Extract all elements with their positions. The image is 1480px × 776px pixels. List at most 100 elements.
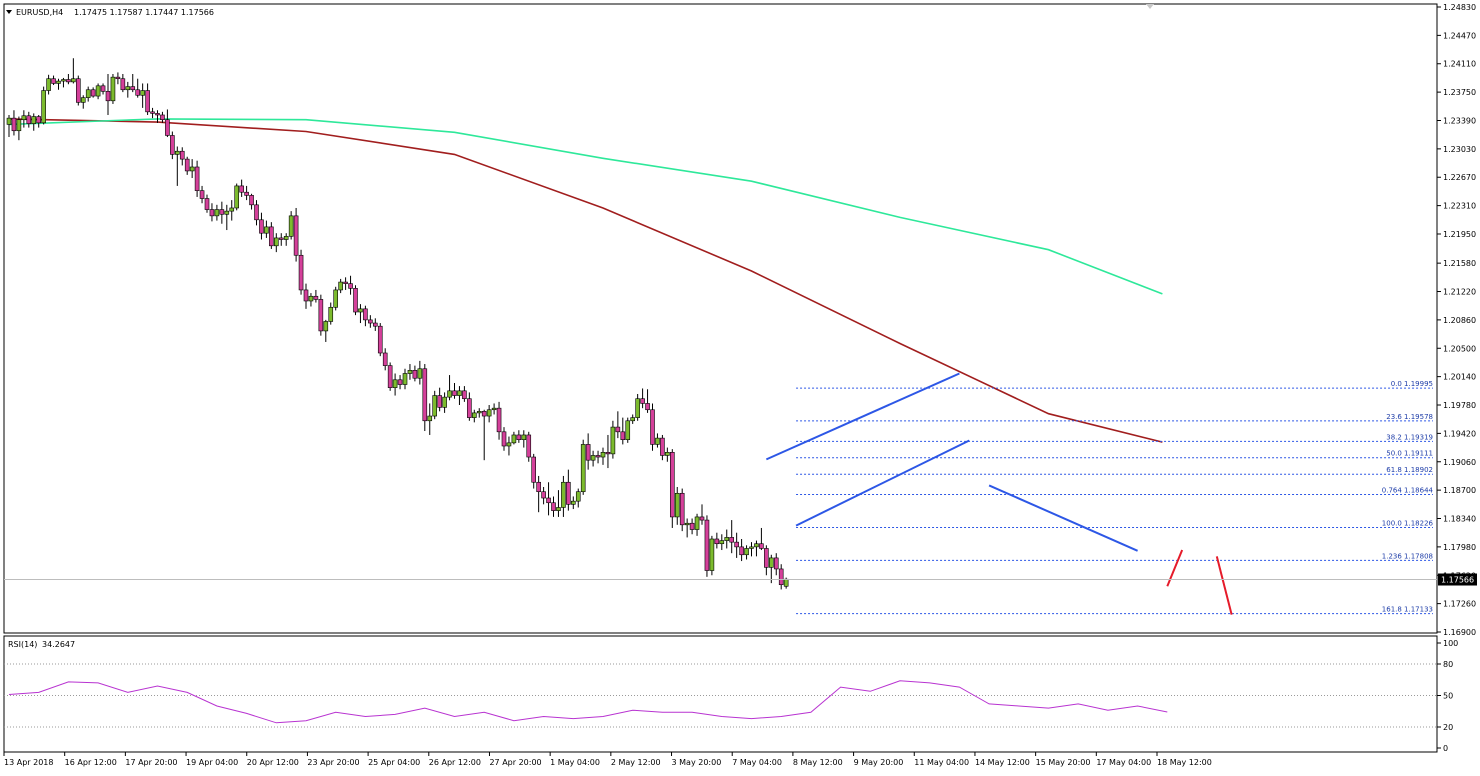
candle-bull bbox=[283, 236, 289, 240]
candle-bear bbox=[170, 135, 175, 155]
candle-bear bbox=[115, 76, 121, 80]
candle-bull bbox=[694, 516, 700, 530]
candle-bull bbox=[31, 116, 37, 124]
candle-bear bbox=[516, 434, 522, 440]
candle-bull bbox=[570, 500, 576, 505]
candle-bull bbox=[56, 80, 61, 84]
candle-bear bbox=[244, 191, 249, 196]
candle-bear bbox=[496, 407, 502, 433]
candle-bull bbox=[41, 90, 46, 124]
candle-bear bbox=[759, 543, 764, 549]
candle-layer bbox=[6, 58, 789, 590]
candle-bull bbox=[744, 548, 749, 556]
candle-bear bbox=[595, 455, 601, 458]
candle-bull bbox=[635, 398, 640, 418]
price-tick-label: 1.21950 bbox=[1443, 230, 1476, 239]
frame-layer bbox=[3, 3, 1438, 753]
candle-bull bbox=[486, 409, 492, 417]
current-price-box bbox=[1438, 573, 1477, 586]
candle-bear bbox=[585, 444, 591, 461]
dropdown-triangle-icon[interactable] bbox=[6, 10, 12, 14]
candle-bull bbox=[447, 390, 452, 398]
candle-bull bbox=[754, 543, 759, 548]
candle-bear bbox=[660, 437, 665, 456]
candle-bear bbox=[531, 456, 537, 483]
trendline[interactable] bbox=[988, 484, 1139, 552]
time-tick-label: 13 Apr 2018 bbox=[4, 758, 53, 767]
candle-bear bbox=[551, 502, 556, 511]
candle-bear bbox=[155, 113, 160, 116]
fib-level-label: 61.8 1.18902 bbox=[1386, 466, 1433, 474]
candle-bull bbox=[224, 210, 230, 215]
price-tick-label: 1.24830 bbox=[1443, 3, 1476, 12]
scroll-marker-icon[interactable] bbox=[1146, 4, 1154, 9]
candle-bear bbox=[76, 78, 81, 103]
price-tick-label: 1.22310 bbox=[1443, 202, 1476, 211]
rsi-line bbox=[8, 680, 1168, 724]
candle-bear bbox=[160, 114, 165, 121]
candle-bull bbox=[674, 492, 680, 518]
fib-level-label: 161.8 1.17133 bbox=[1382, 606, 1433, 614]
forecast-arrow-segment bbox=[1166, 549, 1184, 587]
candle-bull bbox=[719, 540, 725, 545]
candle-bear bbox=[546, 497, 551, 504]
main-chart-frame bbox=[3, 3, 1438, 634]
candle-bull bbox=[783, 578, 789, 587]
candle-bull bbox=[709, 538, 715, 571]
time-tick-label: 14 May 12:00 bbox=[975, 758, 1030, 767]
price-tick-label: 1.20140 bbox=[1443, 373, 1476, 382]
candle-bull bbox=[407, 370, 413, 374]
candle-bull bbox=[506, 442, 512, 447]
candle-bear bbox=[615, 426, 621, 433]
candle-bear bbox=[11, 117, 17, 132]
candle-bear bbox=[278, 237, 284, 240]
candle-bull bbox=[665, 452, 670, 456]
candle-bull bbox=[724, 537, 730, 541]
candle-bear bbox=[204, 198, 210, 210]
candle-bull bbox=[333, 289, 339, 308]
candle-bull bbox=[600, 452, 606, 458]
candle-bear bbox=[566, 481, 571, 505]
price-tick-label: 1.19780 bbox=[1443, 401, 1476, 410]
candle-bear bbox=[422, 368, 428, 422]
candle-bear bbox=[259, 219, 264, 234]
candle-bear bbox=[669, 452, 675, 518]
time-tick-label: 15 May 20:00 bbox=[1036, 758, 1091, 767]
candle-bull bbox=[655, 437, 660, 445]
price-tick-label: 1.17980 bbox=[1443, 543, 1476, 552]
ma-layer bbox=[8, 118, 1163, 443]
time-tick-label: 2 May 12:00 bbox=[611, 758, 661, 767]
fib-layer: 0.0 1.19995 23.6 1.19578 38.2 1.19319 50.0 … bbox=[796, 380, 1434, 615]
candle-bull bbox=[110, 76, 116, 102]
time-tick-label: 7 May 04:00 bbox=[732, 758, 782, 767]
price-tick-label: 1.17260 bbox=[1443, 600, 1476, 609]
candle-bear bbox=[313, 295, 319, 300]
fib-level-label: 23.6 1.19578 bbox=[1386, 413, 1433, 421]
candle-bear bbox=[729, 537, 735, 543]
time-tick-label: 20 Apr 12:00 bbox=[247, 758, 299, 767]
time-tick-label: 27 Apr 20:00 bbox=[489, 758, 541, 767]
ma-line-fast bbox=[8, 118, 1163, 443]
rsi-tick-label: 0 bbox=[1443, 744, 1448, 753]
candle-bull bbox=[80, 97, 86, 103]
rsi-tick-label: 20 bbox=[1443, 723, 1453, 732]
candle-bear bbox=[184, 158, 190, 172]
candle-bear bbox=[536, 481, 541, 493]
trendline[interactable] bbox=[795, 439, 970, 527]
candle-bear bbox=[269, 226, 274, 247]
candle-bear bbox=[348, 283, 353, 289]
price-tick-label: 1.18700 bbox=[1443, 486, 1476, 495]
fib-level-label: 100.0 1.18226 bbox=[1382, 519, 1434, 527]
candle-bull bbox=[288, 215, 294, 237]
candle-bear bbox=[293, 215, 299, 256]
candle-bear bbox=[462, 390, 467, 400]
candle-bull bbox=[432, 395, 438, 417]
trendline[interactable] bbox=[765, 372, 960, 461]
fib-level-label: 50.0 1.19111 bbox=[1386, 450, 1433, 458]
candle-bull bbox=[749, 546, 754, 549]
candle-bear bbox=[199, 190, 205, 199]
candle-bear bbox=[526, 434, 532, 458]
candle-bull bbox=[189, 166, 195, 172]
candle-bull bbox=[21, 115, 27, 121]
